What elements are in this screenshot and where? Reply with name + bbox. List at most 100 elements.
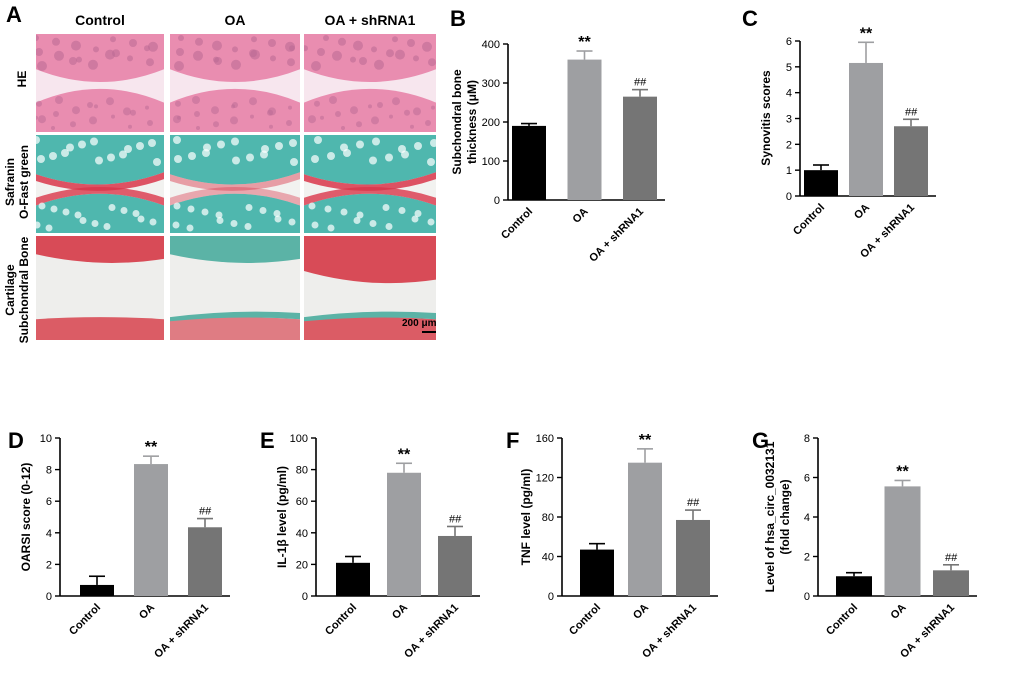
bar-d-0 <box>80 584 114 596</box>
chart-b: B 0 100 200 300 400 Subchondral bonethickness … <box>450 6 665 265</box>
panel-letter-c: C <box>742 6 758 31</box>
significance-mark-d-1: ** <box>145 439 158 456</box>
y-tick-label-d: 10 <box>40 433 52 445</box>
category-label-f-0: Control <box>567 602 603 638</box>
bar-d-2 <box>188 527 222 596</box>
histology-tile-he-oa <box>170 34 300 132</box>
y-tick-label-g: 8 <box>804 433 810 445</box>
histology-tile-cartilage-oa <box>170 236 300 340</box>
category-label-d-1: OA <box>137 602 157 622</box>
chart-e: E 0 20 40 60 80 100 IL-1β level (pg/ml) Control *… <box>260 428 480 661</box>
y-axis-label-e: IL-1β level (pg/ml) <box>275 466 289 568</box>
significance-mark-f-2: ## <box>687 497 700 509</box>
panel-letter-e: E <box>260 428 275 453</box>
y-tick-label-d: 6 <box>46 496 52 508</box>
y-tick-label-b: 300 <box>482 78 500 90</box>
significance-mark-c-2: ## <box>905 106 918 118</box>
y-tick-label-c: 4 <box>786 88 792 100</box>
scale-bar-label: 200 μm <box>402 318 437 329</box>
y-tick-label-d: 2 <box>46 559 52 571</box>
y-tick-label-f: 80 <box>542 512 554 524</box>
significance-mark-e-1: ** <box>398 446 411 463</box>
column-header-control: Control <box>75 12 125 28</box>
y-tick-label-d: 0 <box>46 591 52 603</box>
histology-tile-he-control <box>36 34 164 132</box>
significance-mark-c-1: ** <box>860 25 873 42</box>
bar-e-2 <box>438 535 472 596</box>
significance-mark-b-1: ** <box>578 34 591 51</box>
category-label-d-2: OA + shRNA1 <box>152 602 211 661</box>
category-label-d-0: Control <box>67 602 103 638</box>
column-header-oa-shrna1: OA + shRNA1 <box>324 12 416 28</box>
chart-g: G 0 2 4 6 8 Level of hsa_circ_0032131(fold cha… <box>752 428 977 661</box>
histology-tile-safranin-oa-shrna1 <box>304 135 436 233</box>
y-tick-label-c: 3 <box>786 114 792 126</box>
panel-letter-a: A <box>6 2 22 27</box>
y-tick-label-b: 0 <box>494 195 500 207</box>
category-label-c-1: OA <box>852 202 872 222</box>
y-tick-label-e: 100 <box>290 433 308 445</box>
histology-tile-cartilage-oa-shrna1 <box>304 236 436 340</box>
y-tick-label-c: 6 <box>786 36 792 48</box>
y-tick-label-d: 8 <box>46 465 52 477</box>
y-tick-label-g: 2 <box>804 552 810 564</box>
y-tick-label-d: 4 <box>46 528 52 540</box>
y-axis-label-d: OARSI score (0-12) <box>19 463 33 572</box>
y-tick-label-c: 1 <box>786 165 792 177</box>
category-label-e-0: Control <box>323 602 359 638</box>
bar-f-0 <box>580 549 614 596</box>
y-axis-label-b: Subchondral bonethickness (μM) <box>450 69 479 175</box>
y-axis-label-g: Level of hsa_circ_0032131(fold change) <box>763 441 792 592</box>
bar-b-0 <box>512 125 546 200</box>
significance-mark-e-2: ## <box>449 513 462 525</box>
category-label-e-2: OA + shRNA1 <box>402 602 461 661</box>
y-tick-label-e: 60 <box>296 496 308 508</box>
y-tick-label-c: 5 <box>786 62 792 74</box>
category-label-b-0: Control <box>499 206 535 242</box>
y-tick-label-b: 400 <box>482 39 500 51</box>
bar-f-1 <box>628 462 662 596</box>
bar-b-2 <box>623 96 657 200</box>
category-label-f-1: OA <box>631 602 651 622</box>
scale-bar <box>422 331 436 333</box>
bar-g-0 <box>836 576 872 596</box>
category-label-g-0: Control <box>824 602 860 638</box>
y-axis-label-c: Synovitis scores <box>759 70 773 166</box>
y-tick-label-e: 20 <box>296 559 308 571</box>
significance-mark-g-2: ## <box>945 552 958 564</box>
chart-f: F 0 40 80 120 160 TNF level (pg/ml) Control ** OA… <box>506 428 718 661</box>
category-label-g-1: OA <box>888 602 908 622</box>
category-label-c-0: Control <box>791 202 827 238</box>
significance-mark-f-1: ** <box>639 432 652 449</box>
bar-e-0 <box>336 562 370 596</box>
panel-letter-d: D <box>8 428 24 453</box>
y-tick-label-f: 160 <box>536 433 554 445</box>
panel-letter-f: F <box>506 428 519 453</box>
histology-tile-safranin-oa <box>170 135 300 233</box>
bar-d-1 <box>134 464 168 596</box>
significance-mark-g-1: ** <box>896 463 909 480</box>
chart-d: D 0 2 4 6 8 10 OARSI score (0-12) Control ** OA ## O… <box>8 428 230 661</box>
significance-mark-d-2: ## <box>199 506 212 518</box>
y-tick-label-c: 2 <box>786 139 792 151</box>
y-tick-label-e: 80 <box>296 465 308 477</box>
y-tick-label-c: 0 <box>786 191 792 203</box>
y-tick-label-g: 6 <box>804 473 810 485</box>
histology-tile-he-oa-shrna1 <box>304 34 436 132</box>
bar-f-2 <box>676 519 710 596</box>
bar-c-2 <box>894 126 928 196</box>
y-tick-label-f: 40 <box>542 552 554 564</box>
column-header-oa: OA <box>224 12 246 28</box>
bar-c-0 <box>804 170 838 196</box>
y-tick-label-f: 0 <box>548 591 554 603</box>
y-tick-label-f: 120 <box>536 473 554 485</box>
bar-c-1 <box>849 62 883 197</box>
y-axis-label-line-g: (fold change) <box>778 479 792 554</box>
y-tick-label-e: 0 <box>302 591 308 603</box>
category-label-b-1: OA <box>570 206 590 226</box>
y-axis-label-f: TNF level (pg/ml) <box>519 469 533 566</box>
y-axis-label-line-b: thickness (μM) <box>465 80 479 164</box>
histology-tile-safranin-control <box>36 135 164 233</box>
histology-tile-cartilage-control <box>36 236 164 340</box>
y-axis-label-line-b: Subchondral bone <box>450 69 464 175</box>
